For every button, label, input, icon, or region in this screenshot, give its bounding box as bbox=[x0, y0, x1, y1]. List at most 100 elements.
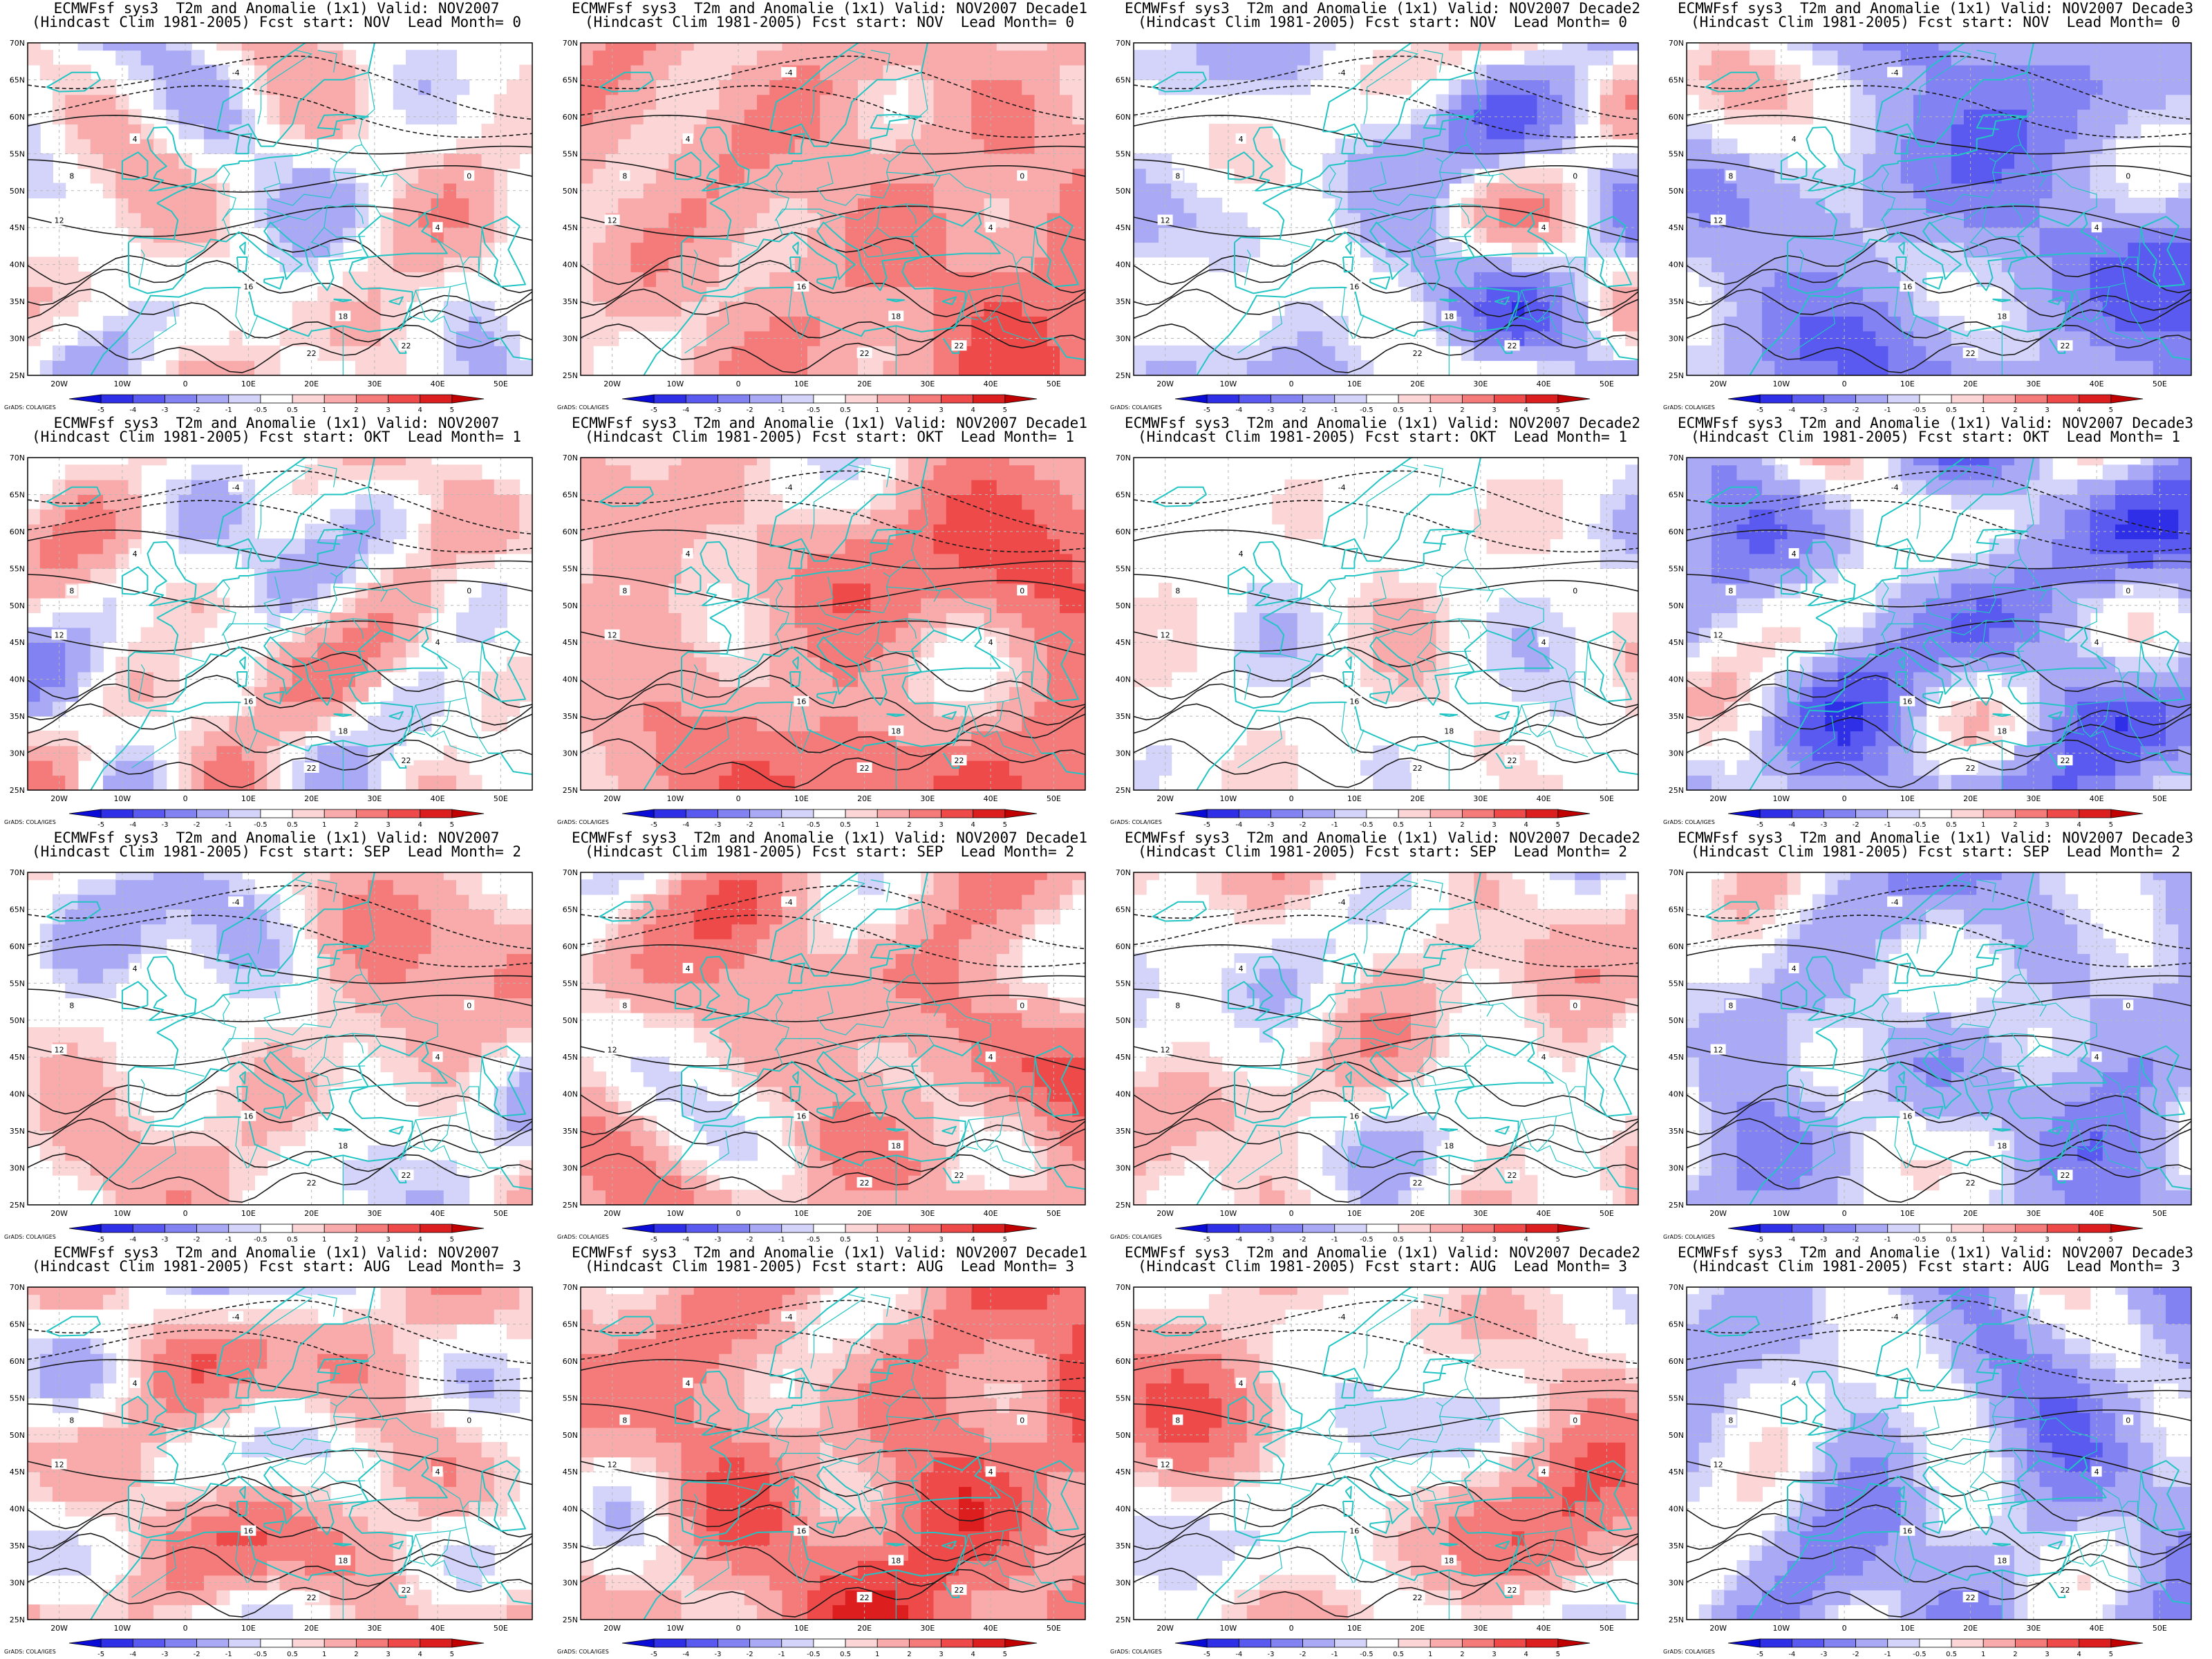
contour-label: 8 bbox=[1728, 586, 1733, 595]
colorbar-swatch bbox=[388, 809, 421, 818]
contour-label: 22 bbox=[402, 1586, 411, 1595]
longitude-label: 40E bbox=[1537, 1209, 1551, 1218]
colorbar-swatch bbox=[1494, 394, 1527, 404]
colorbar-tick-label: -2 bbox=[194, 1236, 200, 1244]
longitude-label: 10W bbox=[1219, 1624, 1237, 1633]
map-frame bbox=[580, 1286, 1086, 1620]
contour-label-box bbox=[682, 1377, 693, 1388]
latitude-label: 70N bbox=[10, 1283, 25, 1292]
colorbar-swatch bbox=[1334, 1638, 1367, 1648]
colorbar-tick-label: -5 bbox=[1203, 406, 1210, 414]
contour-label: 4 bbox=[435, 223, 440, 232]
contour-label-box bbox=[1962, 347, 1978, 358]
longitude-label: 50E bbox=[1600, 1209, 1614, 1218]
colorbar-swatch bbox=[1430, 809, 1463, 818]
colorbar-swatch bbox=[1951, 394, 1984, 404]
colorbar-tick-label: -0.5 bbox=[1913, 821, 1927, 829]
colorbar-tick-label: 2 bbox=[2013, 1236, 2017, 1244]
colorbar-swatch bbox=[781, 1224, 814, 1233]
anomaly-map: -44812161822224070N65N60N55N50N45N40N35N… bbox=[1110, 453, 1639, 829]
isotherm-contours bbox=[1687, 1300, 2191, 1618]
contour-label-box bbox=[1409, 762, 1425, 773]
colorbar-tick-label: 5 bbox=[450, 1236, 454, 1244]
latitude-label: 65N bbox=[563, 1320, 578, 1329]
colorbar-tick-label: -1 bbox=[1331, 1236, 1338, 1244]
longitude-label: 30E bbox=[367, 794, 382, 803]
colorbar-swatch bbox=[1366, 394, 1399, 404]
contour-label-box bbox=[66, 1000, 77, 1011]
contour-label: 8 bbox=[1175, 1001, 1180, 1010]
longitude-label: 0 bbox=[736, 794, 741, 803]
colorbar-tick-label: 5 bbox=[1003, 821, 1007, 829]
anomaly-shading bbox=[581, 458, 1085, 790]
colorbar-tick-label: -0.5 bbox=[1913, 1651, 1927, 1658]
contour-label: 8 bbox=[1728, 1001, 1733, 1010]
contour-label: 22 bbox=[2061, 341, 2070, 350]
colorbar-swatch bbox=[1727, 394, 1761, 404]
colorbar-swatch bbox=[908, 394, 941, 404]
longitude-label: 40E bbox=[1537, 1624, 1551, 1633]
colorbar-tick-label: 4 bbox=[418, 1651, 422, 1658]
contour-label: 22 bbox=[1413, 1593, 1423, 1602]
colorbar-swatch bbox=[1919, 809, 1952, 818]
colorbar-tick-label: -3 bbox=[714, 1651, 721, 1658]
colorbar-swatch bbox=[355, 1224, 388, 1233]
coastlines bbox=[1705, 1287, 2191, 1620]
colorbar-swatch bbox=[653, 809, 686, 818]
colorbar-swatch bbox=[1759, 1638, 1792, 1648]
longitude-axis: 20W 10W 0 10E 20E 30E 40E 50E bbox=[1709, 1209, 2167, 1218]
contour-label-box bbox=[66, 585, 77, 596]
map-frame bbox=[27, 42, 533, 376]
colorbar: -5 -4 -3 -2 -1 -0.5 0.5 1 2 3 4 5 bbox=[621, 394, 1038, 414]
contour-label: 12 bbox=[608, 1046, 617, 1055]
contour-label-box bbox=[432, 222, 443, 233]
latitude-label: 30N bbox=[10, 335, 25, 344]
longitude-label: 0 bbox=[736, 1624, 741, 1633]
colorbar-tick-label: 5 bbox=[1003, 1236, 1007, 1244]
contour-label-box bbox=[1788, 1377, 1799, 1388]
contour-label: -4 bbox=[785, 483, 793, 492]
colorbar-swatch bbox=[324, 1224, 357, 1233]
colorbar-tick-label: -4 bbox=[129, 1651, 136, 1658]
contour-label-box bbox=[1504, 755, 1520, 766]
contour-label-box bbox=[1570, 1414, 1581, 1425]
colorbar-tick-label: -4 bbox=[129, 821, 136, 829]
colorbar-tick-label: -5 bbox=[1756, 1236, 1763, 1244]
latitude-label: 45N bbox=[1669, 223, 1684, 232]
contour-label-box bbox=[951, 1584, 967, 1595]
contour-label-box bbox=[604, 1044, 620, 1055]
panel-subtitle: (Hindcast Clim 1981-2005) Fcst start: SE… bbox=[1690, 843, 2180, 860]
contour-label: 4 bbox=[1792, 964, 1797, 973]
panel-subtitle: (Hindcast Clim 1981-2005) Fcst start: OK… bbox=[1137, 429, 1627, 445]
longitude-label: 20W bbox=[50, 379, 68, 388]
longitude-label: 10W bbox=[1772, 1209, 1790, 1218]
contour-label-box bbox=[1962, 1177, 1978, 1188]
contour-label: 16 bbox=[1349, 697, 1359, 706]
contour-label: -4 bbox=[232, 483, 240, 492]
colorbar-swatch bbox=[1983, 1638, 2016, 1648]
longitude-label: 20E bbox=[857, 794, 872, 803]
contour-label-box bbox=[1725, 1414, 1736, 1425]
longitude-label: 10W bbox=[1772, 1624, 1790, 1633]
latitude-label: 30N bbox=[1669, 749, 1684, 758]
colorbar-swatch bbox=[781, 809, 814, 818]
contour-label-box bbox=[2123, 170, 2134, 181]
latitude-label: 70N bbox=[563, 453, 578, 462]
map-frame bbox=[1686, 42, 2192, 376]
latitude-label: 30N bbox=[1116, 335, 1131, 344]
colorbar-swatch bbox=[165, 1224, 198, 1233]
anomaly-map: -44812161822224070N65N60N55N50N45N40N35N… bbox=[557, 1283, 1086, 1658]
colorbar-tick-label: -1 bbox=[1884, 821, 1891, 829]
colorbar-tick-label: 1 bbox=[1981, 406, 1985, 414]
colorbar-swatch bbox=[1238, 1638, 1271, 1648]
colorbar-swatch bbox=[973, 1638, 1006, 1648]
colorbar-swatch bbox=[2014, 1638, 2047, 1648]
latitude-label: 35N bbox=[1116, 1541, 1131, 1550]
colorbar-tick-label: -3 bbox=[1820, 1651, 1827, 1658]
contour-label: 18 bbox=[1444, 312, 1454, 321]
contour-label-box bbox=[1172, 1414, 1183, 1425]
latitude-label: 30N bbox=[1669, 335, 1684, 344]
colorbar-tick-label: -4 bbox=[1235, 821, 1242, 829]
colorbar-tick-label: 1 bbox=[875, 821, 879, 829]
colorbar-tick-label: 1 bbox=[1428, 1651, 1432, 1658]
